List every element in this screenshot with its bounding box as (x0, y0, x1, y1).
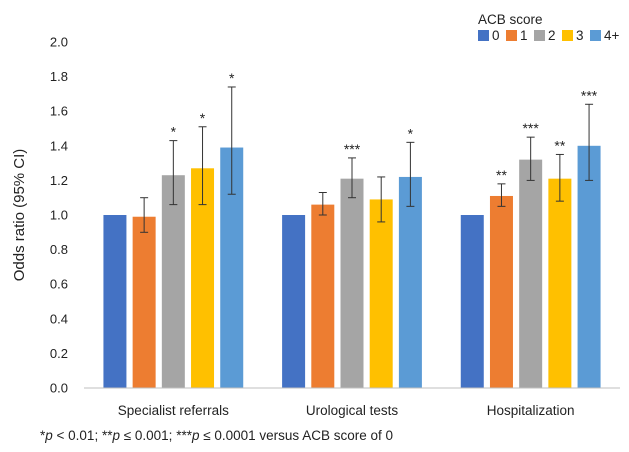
bar-chart: 0.00.20.40.60.81.01.21.41.61.82.0 ******… (11, 12, 620, 418)
bar (460, 215, 484, 388)
legend-label: 3 (576, 28, 584, 43)
y-tick-label: 1.6 (50, 104, 68, 119)
footnote-sym-2: ** (101, 428, 113, 443)
legend-swatch (534, 30, 545, 41)
significance-marker: *** (581, 87, 598, 103)
category-labels: Specialist referrals Urological tests Hosp… (118, 403, 575, 418)
bar (577, 145, 601, 388)
y-tick-label: 0.2 (50, 346, 68, 361)
y-tick-label: 1.2 (50, 173, 68, 188)
bar (311, 204, 335, 388)
category-label: Hospitalization (487, 403, 575, 418)
legend-label: 4+ (604, 28, 620, 43)
significance-marker: * (200, 110, 206, 126)
bar (132, 216, 156, 388)
significance-marker: * (171, 124, 177, 140)
footnote-sym-3: *** (176, 428, 192, 443)
y-tick-label: 1.4 (50, 138, 68, 153)
legend: ACB score 0 1 2 3 4+ (478, 12, 620, 43)
legend-swatch (478, 30, 489, 41)
significance-marker: *** (344, 141, 361, 157)
significance-layer: ***************** (171, 70, 598, 183)
y-tick-label: 1.8 (50, 69, 68, 84)
category-label: Specialist referrals (118, 403, 229, 418)
y-tick-label: 0.8 (50, 242, 68, 257)
significance-marker: ** (496, 167, 507, 183)
footnote-text-2: ≤ 0.001; (119, 428, 177, 443)
bar (398, 176, 422, 388)
footnote-var-1: p (45, 428, 53, 443)
bar (220, 147, 244, 388)
significance-marker: *** (522, 120, 539, 136)
footnote-sym-1: * (40, 428, 46, 443)
legend-swatch (590, 30, 601, 41)
bar (103, 215, 127, 388)
bar (489, 195, 513, 388)
legend-swatch (506, 30, 517, 41)
footnote-var-2: p (112, 428, 120, 443)
bar (369, 199, 393, 388)
legend-title: ACB score (478, 12, 543, 27)
legend-label: 0 (492, 28, 500, 43)
footnote-text-1: < 0.01; (52, 428, 102, 443)
bar (340, 178, 364, 388)
y-axis-tick-labels: 0.0 0.2 0.4 0.6 0.8 1.0 1.2 1.4 1.6 1.8 2.0 (50, 35, 68, 396)
bar (282, 215, 306, 388)
significance-marker: * (229, 70, 235, 86)
bar (191, 168, 215, 388)
footnote: *p < 0.01; **p ≤ 0.001; ***p ≤ 0.0001 ve… (40, 428, 393, 443)
y-tick-label: 2.0 (50, 35, 68, 50)
significance-marker: * (408, 125, 414, 141)
y-tick-label: 0.6 (50, 277, 68, 292)
legend-label: 1 (520, 28, 528, 43)
bar (161, 175, 185, 388)
error-bars-layer (140, 86, 594, 233)
y-tick-label: 1.0 (50, 208, 68, 223)
bar (548, 178, 572, 388)
significance-marker: ** (554, 137, 565, 153)
bars-layer (103, 145, 601, 388)
y-axis-title: Odds ratio (95% CI) (11, 149, 28, 282)
legend-label: 2 (548, 28, 556, 43)
y-tick-label: 0.4 (50, 311, 68, 326)
bar (519, 159, 543, 388)
footnote-var-3: p (191, 428, 200, 443)
legend-swatch (562, 30, 573, 41)
footnote-text-3: ≤ 0.0001 versus ACB score of 0 (199, 428, 393, 443)
y-tick-label: 0.0 (50, 381, 68, 396)
category-label: Urological tests (306, 403, 399, 418)
